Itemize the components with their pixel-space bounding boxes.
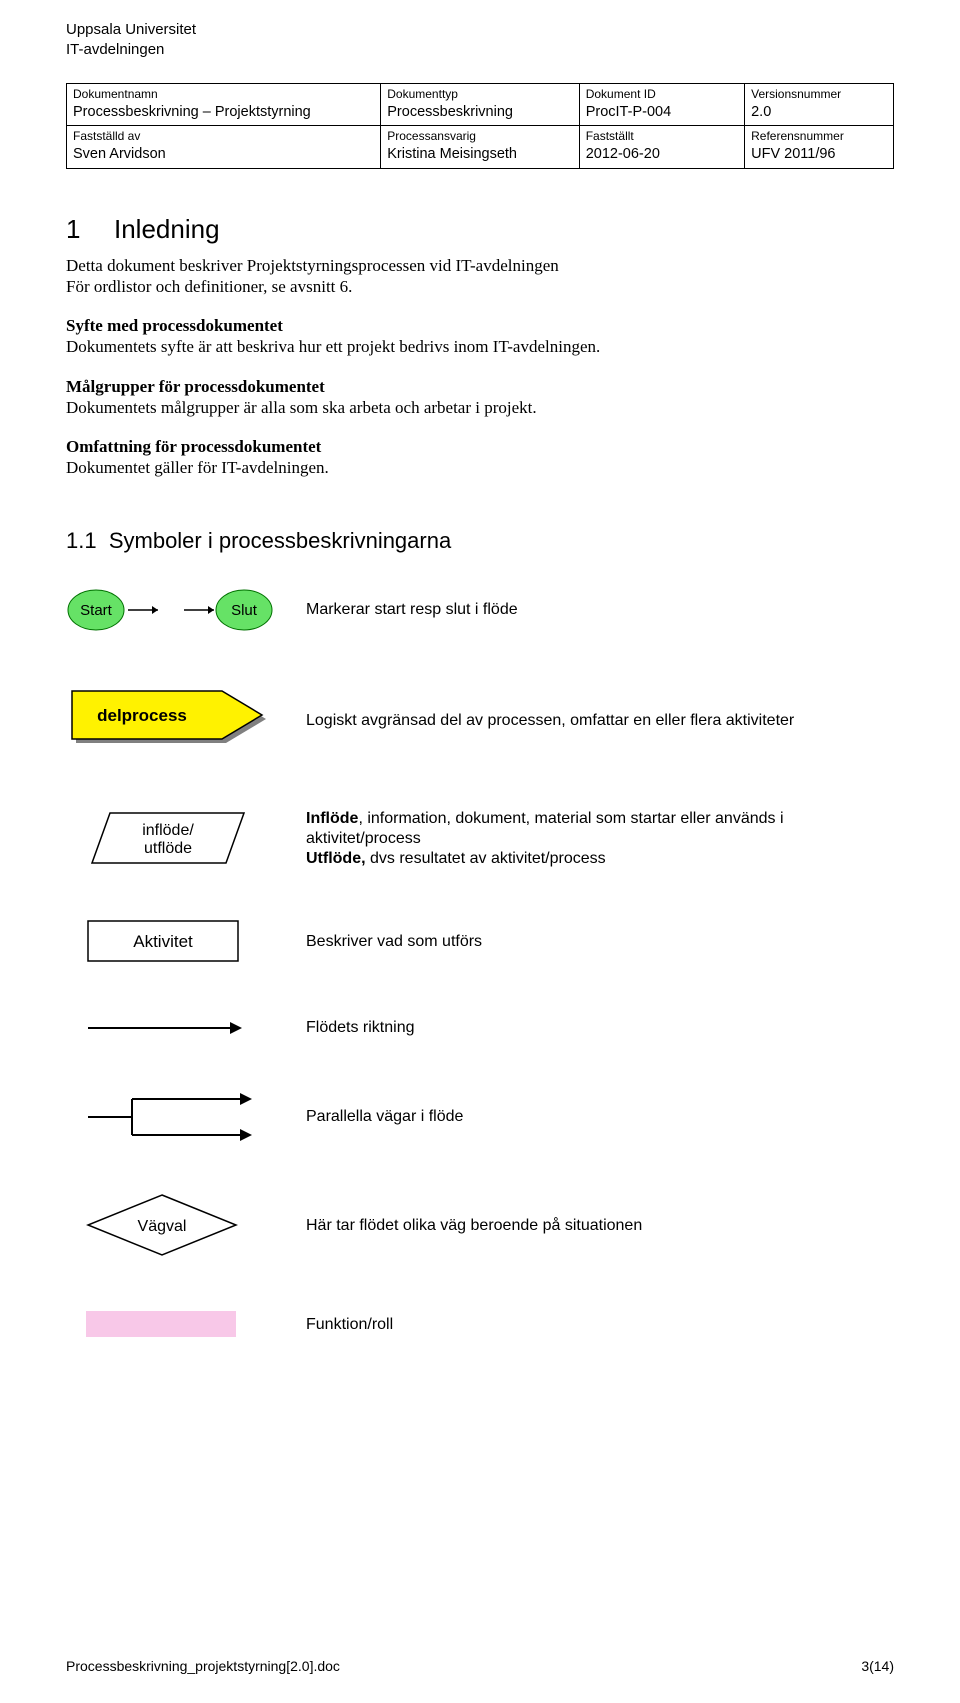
vagval-label: Vägval	[138, 1218, 187, 1235]
legend-parallel: Parallella vägar i flöde	[66, 1089, 894, 1145]
slut-oval-label: Slut	[231, 602, 258, 619]
meta-label-version: Versionsnummer	[745, 84, 894, 103]
legend-role-text: Funktion/roll	[306, 1315, 393, 1335]
meta-label-approvedby: Fastställd av	[67, 126, 381, 145]
legend-parallel-shape	[66, 1089, 306, 1145]
page: Uppsala Universitet IT-avdelningen Dokum…	[0, 0, 960, 1703]
legend-flow-text: Flödets riktning	[306, 1018, 415, 1038]
section-1-num: 1	[66, 213, 114, 247]
legend-inout-text: Inflöde, information, dokument, material…	[306, 809, 894, 869]
meta-value-approvedby: Sven Arvidson	[67, 145, 381, 168]
meta-label-owner: Processansvarig	[381, 126, 579, 145]
org-line-2: IT-avdelningen	[66, 40, 894, 60]
inout-svg: inflöde/ utflöde	[86, 807, 266, 871]
legend-aktivitet: Aktivitet Beskriver vad som utförs	[66, 917, 894, 967]
parallel-svg	[84, 1089, 274, 1145]
legend-inout-shape: inflöde/ utflöde	[66, 807, 306, 871]
legend-flow: Flödets riktning	[66, 1013, 894, 1043]
omfattning-heading: Omfattning för processdokumentet	[66, 437, 321, 456]
legend-parallel-text: Parallella vägar i flöde	[306, 1107, 463, 1127]
delprocess-svg: delprocess	[66, 681, 306, 761]
meta-value-docname: Processbeskrivning – Projektstyrning	[67, 103, 381, 126]
legend-start-slut-text: Markerar start resp slut i flöde	[306, 600, 518, 620]
section-1-1-heading: 1.1 Symboler i processbeskrivningarna	[66, 527, 894, 556]
section-1-title: Inledning	[114, 214, 220, 244]
meta-value-owner: Kristina Meisingseth	[381, 145, 579, 168]
start-oval-label: Start	[80, 602, 113, 619]
page-footer: Processbeskrivning_projektstyrning[2.0].…	[66, 1657, 894, 1675]
org-line-1: Uppsala Universitet	[66, 20, 894, 40]
meta-label-refnum: Referensnummer	[745, 126, 894, 145]
meta-label-docname: Dokumentnamn	[67, 84, 381, 103]
svg-text:inflöde/: inflöde/	[142, 822, 194, 839]
legend-vagval: Vägval Här tar flödet olika väg beroende…	[66, 1191, 894, 1261]
legend-start-slut: Start Slut Markerar start resp slut i fl…	[66, 585, 894, 635]
syfte-text: Dokumentets syfte är att beskriva hur et…	[66, 337, 600, 356]
section-1-1-num: 1.1	[66, 528, 97, 553]
metadata-table: Dokumentnamn Dokumenttyp Dokument ID Ver…	[66, 83, 894, 169]
start-slut-svg: Start Slut	[66, 585, 306, 635]
footer-filename: Processbeskrivning_projektstyrning[2.0].…	[66, 1658, 340, 1674]
legend-delprocess-text: Logiskt avgränsad del av processen, omfa…	[306, 711, 794, 731]
legend-delprocess: delprocess Logiskt avgränsad del av proc…	[66, 681, 894, 761]
delprocess-label: delprocess	[97, 706, 187, 725]
syfte-heading: Syfte med processdokumentet	[66, 316, 283, 335]
legend-vagval-shape: Vägval	[66, 1191, 306, 1261]
org-header: Uppsala Universitet IT-avdelningen	[66, 20, 894, 59]
meta-value-docid: ProcIT-P-004	[579, 103, 744, 126]
meta-value-version: 2.0	[745, 103, 894, 126]
flow-arrow-svg	[84, 1013, 254, 1043]
legend-start-slut-shape: Start Slut	[66, 585, 306, 635]
syfte-block: Syfte med processdokumentet Dokumentets …	[66, 315, 894, 358]
section-1-heading: 1Inledning	[66, 213, 894, 247]
malgrupp-heading: Målgrupper för processdokumentet	[66, 377, 325, 396]
meta-label-doctype: Dokumenttyp	[381, 84, 579, 103]
meta-value-doctype: Processbeskrivning	[381, 103, 579, 126]
legend-aktivitet-shape: Aktivitet	[66, 917, 306, 967]
meta-value-approveddate: 2012-06-20	[579, 145, 744, 168]
footer-pagenum: 3(14)	[861, 1657, 894, 1675]
legend-inout: inflöde/ utflöde Inflöde, information, d…	[66, 807, 894, 871]
legend-aktivitet-text: Beskriver vad som utförs	[306, 932, 482, 952]
legend-role-shape	[66, 1307, 306, 1343]
svg-text:utflöde: utflöde	[144, 840, 192, 857]
legend-role: Funktion/roll	[66, 1307, 894, 1343]
malgrupp-text: Dokumentets målgrupper är alla som ska a…	[66, 398, 537, 417]
aktivitet-label: Aktivitet	[133, 932, 193, 951]
legend-vagval-text: Här tar flödet olika väg beroende på sit…	[306, 1216, 642, 1236]
meta-label-approveddate: Fastställt	[579, 126, 744, 145]
omfattning-block: Omfattning för processdokumentet Dokumen…	[66, 436, 894, 479]
legend-flow-shape	[66, 1013, 306, 1043]
intro-p1: Detta dokument beskriver Projektstyrning…	[66, 255, 894, 298]
meta-value-refnum: UFV 2011/96	[745, 145, 894, 168]
role-svg	[84, 1307, 254, 1343]
vagval-svg: Vägval	[84, 1191, 264, 1261]
omfattning-text: Dokumentet gäller för IT-avdelningen.	[66, 458, 329, 477]
aktivitet-svg: Aktivitet	[84, 917, 254, 967]
malgrupp-block: Målgrupper för processdokumentet Dokumen…	[66, 376, 894, 419]
section-1-1-title: Symboler i processbeskrivningarna	[109, 528, 451, 553]
meta-label-docid: Dokument ID	[579, 84, 744, 103]
legend-delprocess-shape: delprocess	[66, 681, 306, 761]
